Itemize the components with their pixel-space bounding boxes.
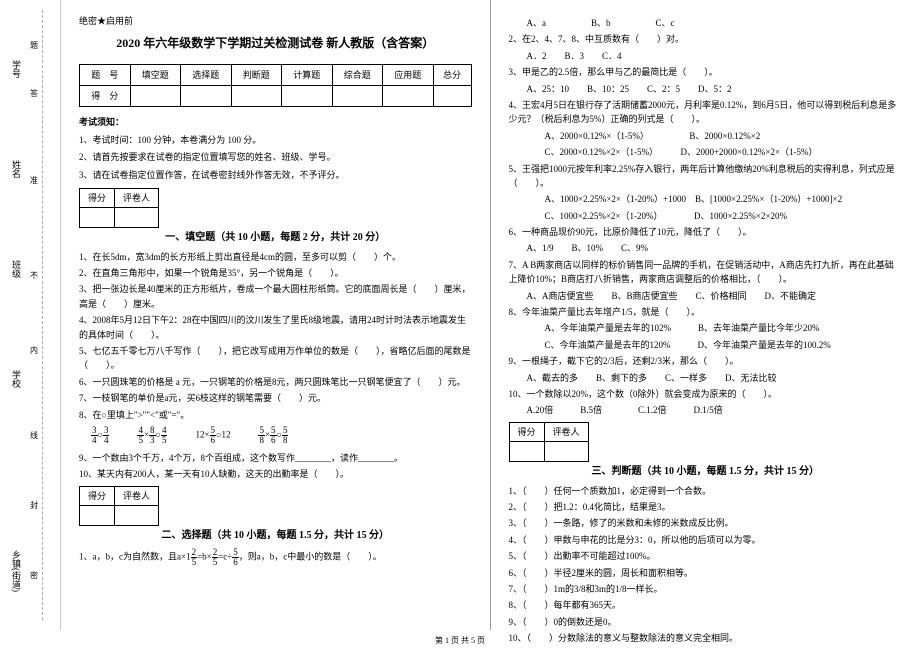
q1-5: 5、七亿五千零七万八千写作（ ），把它改写成用万作单位的数是（ ），省略亿后面的… [79, 344, 472, 373]
r-l13: A、A商店便宜些 B、B商店便宜些 C、价格相同 D、不能确定 [509, 289, 903, 303]
mini-grader: 评卷人 [115, 188, 159, 207]
seal-tick-7: 密 [30, 570, 38, 581]
notice-2: 2、请首先按要求在试卷的指定位置填写您的姓名、班级、学号。 [79, 150, 472, 164]
score-h7: 总分 [433, 64, 471, 85]
r-l10: 6、一种商品现价90元，比原价降低了10元，降低了（ ）。 [509, 225, 903, 239]
r-l4: 3、甲是乙的2.5倍，那么甲与乙的最简比是（ ）。 [509, 65, 903, 79]
q1-9: 9、一个数由3个千万，4个万，8个百组成，这个数写作________，读作___… [79, 451, 472, 465]
q1-2: 2、在直角三角形中，如果一个锐角是35°，另一个锐角是（ ）。 [79, 266, 472, 280]
q1-6: 6、一只圆珠笔的价格是 a 元，一只钢笔的价格是8元，两只圆珠笔比一只钢笔便宜了… [79, 375, 472, 389]
r-l1: A、a B、b C、c [509, 16, 903, 30]
r-l12: 7、A B两家商店以同样的标价销售同一品牌的手机，在促销活动中，A商店先打九折，… [509, 258, 903, 287]
r-l2: 2、在2、4、7、8、中互质数有（ ）对。 [509, 32, 903, 46]
notice-list: 1、考试时间：100 分钟，本卷满分为 100 分。 2、请首先按要求在试卷的指… [79, 133, 472, 182]
r-l8: 5、王强把1000元按年利率2.25%存入银行，两年后计算他缴纳20%利息税后的… [509, 162, 903, 191]
score-r2-label: 得 分 [80, 85, 131, 106]
margin-label-id: 学号 [10, 60, 23, 78]
notice-1: 1、考试时间：100 分钟，本卷满分为 100 分。 [79, 133, 472, 147]
score-h6: 应用题 [383, 64, 434, 85]
fold-line [42, 10, 43, 620]
r-l3: A．2 B．3 C．4 [509, 49, 903, 63]
r-l5: A、25：10 B、10：25 C、2：5 D、5：2 [509, 82, 903, 96]
notice-head: 考试须知： [79, 115, 472, 129]
q3-3: 3、（ ）一条路，修了的米数和未修的米数成反比例。 [509, 516, 903, 530]
notice-3: 3、请在试卷指定位置作答，在试卷密封线外作答无效，不予评分。 [79, 168, 472, 182]
secret-label: 绝密★启用前 [79, 14, 472, 28]
q1-1: 1、在长5dm，宽3dm的长方形纸上剪出直径是4cm的圆，至多可以剪（ ）个。 [79, 250, 472, 264]
r-l17: A、截去的多 B、剩下的多 C、一样多 D、无法比较 [509, 371, 903, 385]
r-l15a: A、今年油菜产量是去年的102% B、去年油菜产量比今年少20% [527, 321, 903, 335]
r-l14: 8、今年油菜产量比去年增产1/5，就是（ ）。 [509, 305, 903, 319]
grader-table-3: 得分评卷人 [509, 422, 589, 462]
eq-a: 34○34 [91, 426, 109, 445]
eq-d: 58×56○58 [258, 426, 288, 445]
seal-tick-3: 不 [30, 270, 38, 281]
seal-tick-6: 封 [30, 500, 38, 511]
r-l7b: C、2000×0.12%×2×（1-5%） D、2000+2000×0.12%×… [527, 145, 903, 159]
r-l19: A.20倍 B.5倍 C.1.2倍 D.1/5倍 [509, 403, 903, 417]
q3-4: 4、（ ）甲数与申花的比是分3：0，所以他的后项可以为零。 [509, 533, 903, 547]
eq-c: 12×56○12 [195, 426, 230, 445]
score-table: 题 号 填空题 选择题 判断题 计算题 综合题 应用题 总分 得 分 [79, 64, 472, 108]
score-h5: 综合题 [332, 64, 383, 85]
q1-4: 4、2008年5月12日下午2：28在中国四川的汶川发生了里氏8级地震，请用24… [79, 313, 472, 342]
page-footer: 第 1 页 共 5 页 [0, 635, 920, 646]
margin-label-name: 姓名 [10, 160, 23, 178]
r-l16: 9、一根绳子，截下它的2/3后，还剩2/3米，那么（ ）。 [509, 354, 903, 368]
score-h3: 判断题 [231, 64, 282, 85]
right-column: A、a B、b C、c 2、在2、4、7、8、中互质数有（ ）对。 A．2 B．… [491, 0, 920, 630]
mini-score: 得分 [80, 188, 115, 207]
seal-tick-4: 内 [30, 345, 38, 356]
seal-tick-5: 线 [30, 430, 38, 441]
q2-1: 1、a，b，c为自然数，且a×125=b×25=c÷56，则a，b，c中最小的数… [79, 548, 472, 567]
page-title: 2020 年六年级数学下学期过关检测试卷 新人教版（含答案） [79, 34, 472, 53]
q3-1: 1、（ ）任何一个质数加1，必定得到一个合数。 [509, 484, 903, 498]
score-h4: 计算题 [282, 64, 333, 85]
margin-label-town: 乡镇(街道) [10, 550, 23, 592]
margin-label-class: 班级 [10, 260, 23, 278]
grader-table-1: 得分评卷人 [79, 188, 159, 228]
q1-7: 7、一枝钢笔的单价是a元，买6枝这样的钢笔需要（ ）元。 [79, 391, 472, 405]
score-h1: 填空题 [130, 64, 181, 85]
q1-3: 3、把一张边长是40厘米的正方形纸片，卷成一个最大圆柱形纸筒。它的底面周长是（ … [79, 282, 472, 311]
equation-row: 34○34 45×83○45 12×56○12 58×56○58 [91, 426, 472, 445]
seal-tick-1: 答 [30, 88, 38, 99]
section-1-title: 一、填空题（共 10 小题，每题 2 分，共计 20 分） [79, 230, 472, 246]
seal-tick-2: 准 [30, 175, 38, 186]
left-column: 绝密★启用前 2020 年六年级数学下学期过关检测试卷 新人教版（含答案） 题 … [61, 0, 491, 630]
q3-6: 6、（ ）半径2厘米的圆，周长和面积相等。 [509, 566, 903, 580]
binding-margin: 学号 姓名 班级 学校 乡镇(街道) 题 答 准 不 内 线 封 密 [0, 0, 61, 630]
score-h2: 选择题 [181, 64, 232, 85]
r-l11: A、1/9 B、10% C、9% [509, 241, 903, 255]
r-l9b: C、1000×2.25%×2×（1-20%） D、1000×2.25%×2×20… [527, 209, 903, 223]
q3-8: 8、（ ）每年都有365天。 [509, 598, 903, 612]
r-l18: 10、一个数除以20%，这个数（0除外）就会变成为原来的（ ）。 [509, 387, 903, 401]
r-l15b: C、今年油菜产量是去年的120% D、今年油菜产量是去年的100.2% [527, 338, 903, 352]
eq-b: 45×83○45 [137, 426, 167, 445]
grader-table-2: 得分评卷人 [79, 486, 159, 526]
q1-10: 10、某天内有200人，某一天有10人缺勤，这天的出勤率是（ ）。 [79, 467, 472, 481]
q3-9: 9、（ ）0的倒数还是0。 [509, 615, 903, 629]
q3-7: 7、（ ）1m的3/8和3m的1/8一样长。 [509, 582, 903, 596]
r-l6: 4、王宏4月5日在银行存了活期储蓄2000元，月利率是0.12%，到6月5日，他… [509, 98, 903, 127]
score-h0: 题 号 [80, 64, 131, 85]
q1-8: 8、在○里填上">""<"或"="。 [79, 408, 472, 422]
q3-2: 2、（ ）把1.2：0.4化简比，结果是3。 [509, 500, 903, 514]
q3-5: 5、（ ）出勤率不可能超过100%。 [509, 549, 903, 563]
section-3-title: 三、判断题（共 10 小题，每题 1.5 分，共计 15 分） [509, 464, 903, 480]
seal-tick-0: 题 [30, 40, 38, 51]
section-2-title: 二、选择题（共 10 小题，每题 1.5 分，共计 15 分） [79, 528, 472, 544]
r-l7a: A、2000×0.12%×（1-5%） B、2000×0.12%×2 [527, 129, 903, 143]
r-l9a: A、1000×2.25%×2×（1-20%）+1000 B、[1000×2.25… [527, 192, 903, 206]
margin-label-school: 学校 [10, 370, 23, 388]
